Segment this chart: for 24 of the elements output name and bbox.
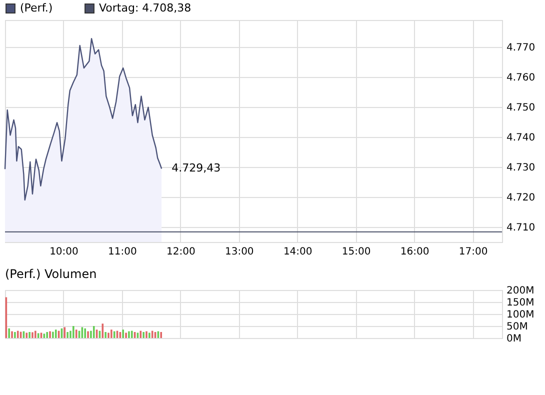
y-tick-label: 4.720 — [506, 192, 536, 204]
y-tick-label: 150M — [506, 298, 534, 308]
x-tick-label: 10:00 — [50, 246, 78, 258]
y-tick-label: 50M — [506, 322, 528, 332]
chart-title: (Perf.) Volumen — [5, 267, 97, 281]
x-tick-label: 12:00 — [166, 246, 196, 258]
x-tick-label: 16:00 — [400, 246, 430, 258]
y-tick-label: 4.740 — [506, 132, 536, 144]
x-tick-label: 11:00 — [108, 246, 137, 258]
y-tick-label: 4.770 — [506, 42, 536, 54]
annotation: 4.729,43 — [172, 162, 221, 175]
x-tick-label: 15:00 — [342, 246, 371, 258]
x-tick-label: 13:00 — [224, 246, 254, 258]
x-tick-label: 17:00 — [458, 246, 488, 258]
legend-label: Vortag: 4.708,38 — [99, 2, 192, 15]
legend-label: (Perf.) — [20, 2, 53, 15]
y-tick-label: 0M — [506, 334, 522, 344]
y-tick-label: 4.730 — [506, 162, 536, 174]
x-tick-label: 14:00 — [283, 246, 312, 258]
y-tick-label: 4.710 — [506, 222, 536, 234]
y-tick-label: 4.750 — [506, 102, 536, 114]
y-tick-label: 200M — [506, 286, 534, 296]
y-tick-label: 100M — [506, 310, 534, 320]
y-tick-label: 4.760 — [506, 72, 536, 84]
